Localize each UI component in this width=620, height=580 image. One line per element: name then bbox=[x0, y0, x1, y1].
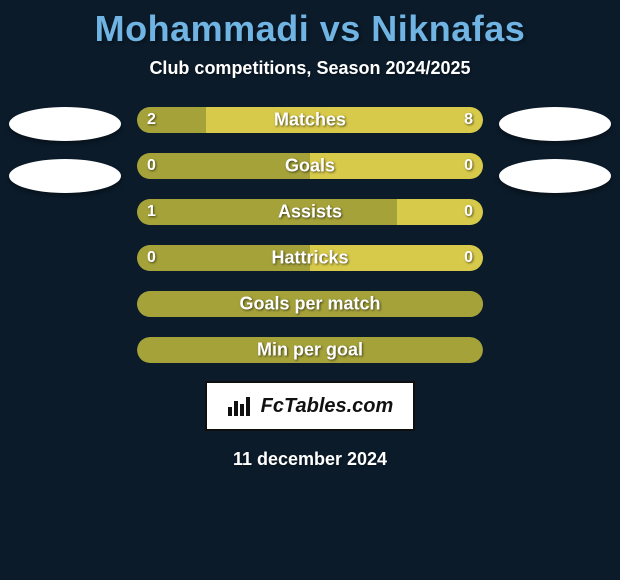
stat-bar-label: Hattricks bbox=[271, 248, 348, 269]
right-club-badge-1 bbox=[499, 107, 611, 141]
bar-chart-icon bbox=[227, 395, 253, 417]
branding-text: FcTables.com bbox=[261, 395, 394, 418]
right-player-column bbox=[495, 107, 615, 211]
stat-bar-label: Assists bbox=[278, 202, 342, 223]
page-subtitle: Club competitions, Season 2024/2025 bbox=[149, 58, 470, 79]
stat-bar-label: Matches bbox=[274, 110, 346, 131]
right-club-badge-2 bbox=[499, 159, 611, 193]
left-player-column bbox=[5, 107, 125, 211]
stat-bar: Hattricks 0 0 bbox=[137, 245, 483, 271]
stat-bar-right-value: 0 bbox=[464, 157, 473, 175]
stat-bar-label: Goals per match bbox=[239, 294, 380, 315]
stat-bar-left-value: 1 bbox=[147, 203, 156, 221]
stat-bar: Goals per match bbox=[137, 291, 483, 317]
stat-bar-left-value: 2 bbox=[147, 111, 156, 129]
stat-bar-label: Goals bbox=[285, 156, 335, 177]
stat-bar-label: Min per goal bbox=[257, 340, 363, 361]
stat-bar: Matches 2 8 bbox=[137, 107, 483, 133]
stat-bars: Matches28Goals00Assists10Hattricks00Goal… bbox=[137, 107, 483, 363]
stat-bar-right-value: 8 bbox=[464, 111, 473, 129]
left-club-badge-1 bbox=[9, 107, 121, 141]
stat-bar-left-segment bbox=[137, 199, 397, 225]
stat-bar-left-value: 0 bbox=[147, 249, 156, 267]
date-text: 11 december 2024 bbox=[233, 449, 387, 470]
page-title: Mohammadi vs Niknafas bbox=[95, 8, 526, 50]
stat-bar-right-value: 0 bbox=[464, 203, 473, 221]
stat-bar-left-value: 0 bbox=[147, 157, 156, 175]
branding-badge: FcTables.com bbox=[205, 381, 415, 431]
stat-bar: Min per goal bbox=[137, 337, 483, 363]
stat-bar-right-segment bbox=[310, 153, 483, 179]
stat-bar: Assists 1 0 bbox=[137, 199, 483, 225]
stat-bar: Goals 0 0 bbox=[137, 153, 483, 179]
left-club-badge-2 bbox=[9, 159, 121, 193]
comparison-row: Matches28Goals00Assists10Hattricks00Goal… bbox=[0, 107, 620, 363]
stat-bar-right-value: 0 bbox=[464, 249, 473, 267]
